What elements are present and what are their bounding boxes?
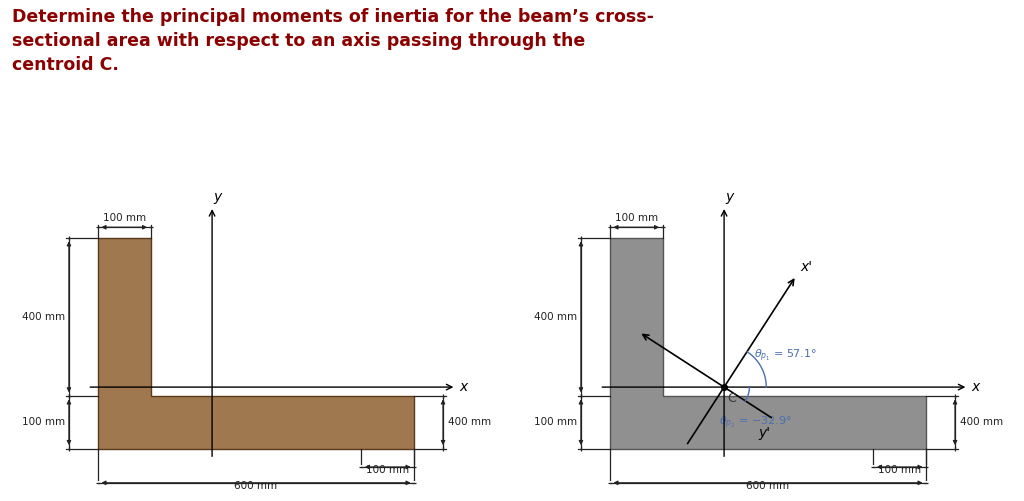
- Text: x: x: [971, 380, 979, 394]
- Text: 400 mm: 400 mm: [449, 417, 492, 427]
- Text: y: y: [214, 189, 222, 203]
- Text: 100 mm: 100 mm: [879, 465, 922, 475]
- Text: 600 mm: 600 mm: [746, 481, 790, 491]
- Text: 100 mm: 100 mm: [22, 417, 65, 427]
- Text: 100 mm: 100 mm: [102, 213, 145, 223]
- Text: $\theta_{p_2}$ = $-$32.9°: $\theta_{p_2}$ = $-$32.9°: [719, 414, 792, 431]
- Text: 100 mm: 100 mm: [614, 213, 657, 223]
- Text: 400 mm: 400 mm: [22, 312, 65, 322]
- Text: 600 mm: 600 mm: [234, 481, 278, 491]
- Text: y': y': [759, 426, 770, 440]
- Text: $\theta_{p_1}$ = 57.1°: $\theta_{p_1}$ = 57.1°: [754, 348, 816, 364]
- Text: x': x': [801, 260, 813, 274]
- Text: y: y: [726, 189, 734, 203]
- Polygon shape: [610, 238, 926, 448]
- Text: x: x: [459, 380, 467, 394]
- Text: 100 mm: 100 mm: [367, 465, 410, 475]
- Polygon shape: [98, 238, 414, 448]
- Text: C: C: [727, 392, 736, 405]
- Text: 400 mm: 400 mm: [961, 417, 1004, 427]
- Text: 400 mm: 400 mm: [534, 312, 577, 322]
- Text: 100 mm: 100 mm: [534, 417, 577, 427]
- Text: Determine the principal moments of inertia for the beam’s cross-
sectional area : Determine the principal moments of inert…: [12, 8, 654, 74]
